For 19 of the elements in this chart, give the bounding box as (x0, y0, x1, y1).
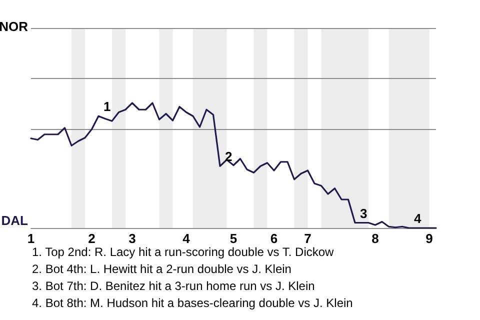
text: 1. Top 2nd: R. Lacy hit a run-scoring double vs T. Dickow (32, 245, 334, 259)
text: 2. Bot 4th: L. Hewitt hit a 2-run double vs J. Klein (32, 262, 292, 276)
annotation: 2 (225, 149, 232, 164)
text: 3. Bot 7th: D. Benitez hit a 3-run home run vs J. Klein (32, 279, 315, 293)
annotation: 4 (414, 211, 422, 226)
x-tick-label: 7 (304, 231, 312, 246)
annotation: 3 (360, 206, 368, 221)
annotation: 1 (104, 99, 111, 114)
x-tick-label: 2 (88, 231, 96, 246)
x-tick-label: 6 (270, 231, 278, 246)
x-tick-label: 1 (27, 231, 35, 246)
x-tick-label: 3 (128, 231, 136, 246)
x-tick-label: 4 (182, 231, 191, 246)
text: 4. Bot 8th: M. Hudson hit a bases-clearing double vs J. Klein (32, 296, 353, 310)
text: NOR (0, 19, 29, 34)
x-tick-label: 8 (372, 231, 379, 246)
text: DAL (1, 213, 28, 228)
x-tick-label: 9 (426, 231, 433, 246)
x-tick-label: 5 (230, 231, 238, 246)
